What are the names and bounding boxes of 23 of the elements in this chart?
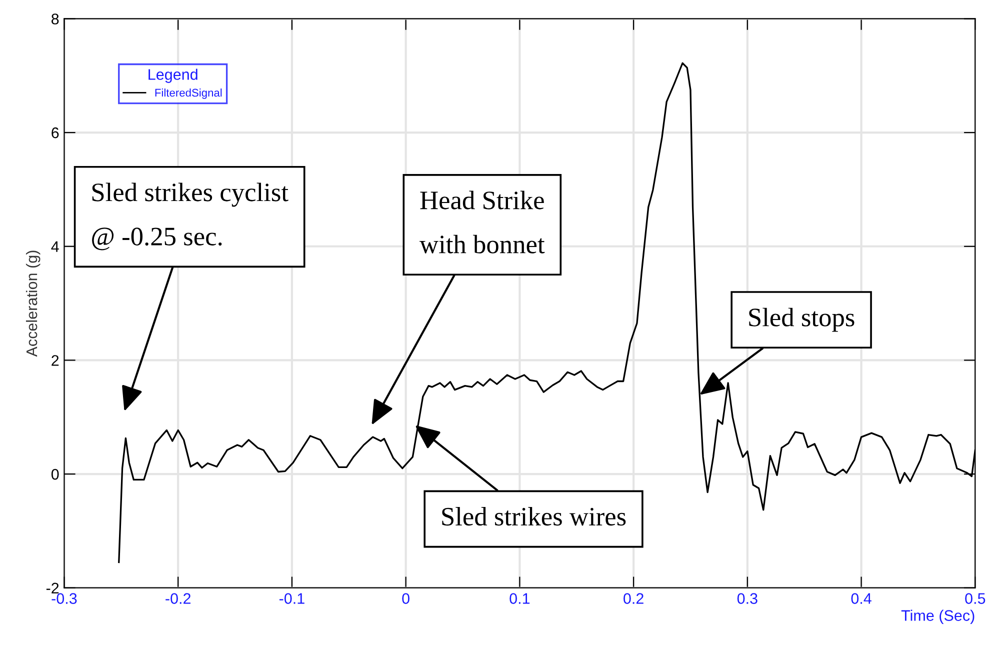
x-tick-label: 0.4 bbox=[851, 593, 872, 604]
y-tick-label: -2 bbox=[46, 582, 59, 594]
y-axis-title: Acceleration (g) bbox=[26, 250, 40, 357]
y-tick-label: 2 bbox=[52, 355, 59, 366]
x-tick-label: -0.1 bbox=[279, 593, 304, 604]
x-tick-label: 0.5 bbox=[965, 593, 986, 604]
annotation: Head Strike with bonnet bbox=[420, 190, 545, 254]
x-tick-label: 0.2 bbox=[624, 593, 644, 604]
legend-title: Legend bbox=[148, 68, 198, 83]
annotation: Sled strikes cyclist @ -0.25 sec. bbox=[92, 182, 288, 250]
x-tick-label: 0.1 bbox=[510, 593, 530, 604]
x-tick-label: 0 bbox=[402, 593, 410, 604]
y-tick-label: 4 bbox=[51, 241, 59, 252]
y-tick-label: 0 bbox=[51, 468, 59, 480]
x-tick-label: 0.3 bbox=[737, 593, 758, 604]
y-tick-label: 6 bbox=[52, 127, 59, 138]
x-tick-label: -0.3 bbox=[52, 593, 77, 604]
legend-label: FilteredSignal bbox=[155, 88, 222, 99]
annotation: Sled strikes wires bbox=[442, 507, 626, 526]
y-tick-label: 8 bbox=[52, 14, 59, 24]
annotation: Sled stops bbox=[749, 308, 854, 332]
x-tick-label: -0.2 bbox=[166, 593, 190, 604]
x-axis-title: Time (Sec) bbox=[901, 610, 974, 624]
